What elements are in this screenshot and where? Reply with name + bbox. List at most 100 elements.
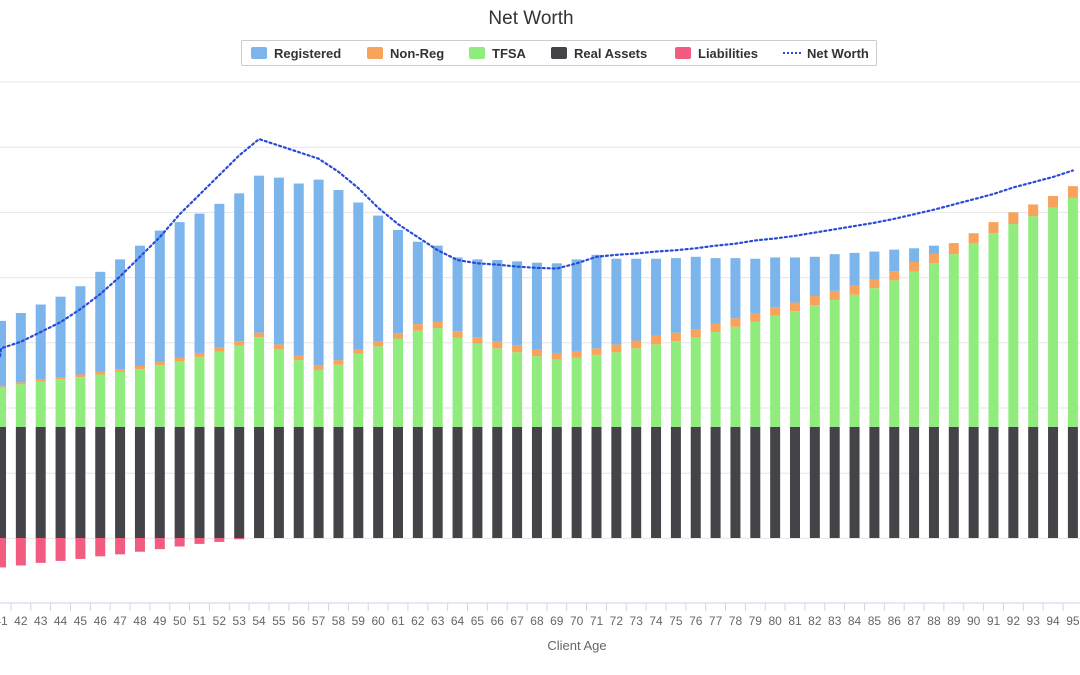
bar-non-reg-84 xyxy=(849,285,860,295)
bar-real-assets-42 xyxy=(15,426,26,538)
bar-registered-63 xyxy=(432,245,443,322)
bar-real-assets-47 xyxy=(115,426,126,538)
bar-non-reg-54 xyxy=(254,332,265,338)
bar-tfsa-41 xyxy=(0,387,6,427)
bar-non-reg-61 xyxy=(393,333,403,339)
x-tick-label: 78 xyxy=(729,614,743,628)
bar-real-assets-80 xyxy=(770,426,781,538)
bar-liabilities-48 xyxy=(134,538,145,552)
bar-registered-82 xyxy=(809,256,820,297)
bar-tfsa-63 xyxy=(432,328,443,427)
x-tick-label: 72 xyxy=(610,614,624,628)
bar-non-reg-83 xyxy=(829,290,840,300)
bar-real-assets-74 xyxy=(651,426,662,538)
bar-non-reg-43 xyxy=(35,379,46,382)
legend-item-tfsa[interactable]: TFSA xyxy=(469,41,526,65)
bar-series xyxy=(0,175,1078,568)
bar-tfsa-62 xyxy=(412,330,423,427)
bar-registered-62 xyxy=(412,241,423,325)
bar-liabilities-44 xyxy=(55,538,66,561)
bar-non-reg-57 xyxy=(313,365,324,370)
bar-registered-56 xyxy=(293,183,304,356)
bar-real-assets-79 xyxy=(750,426,761,538)
x-tick-label: 53 xyxy=(233,614,247,628)
x-axis: 41 42 43 44 45 46 47 48 49 50 51 52 53 54 55 56 57 58 59 60… xyxy=(0,602,1080,628)
bar-registered-47 xyxy=(115,259,126,370)
bar-non-reg-93 xyxy=(1028,204,1039,217)
bar-real-assets-62 xyxy=(412,426,423,538)
bar-registered-66 xyxy=(492,260,503,342)
bar-liabilities-53 xyxy=(234,538,245,540)
bar-real-assets-51 xyxy=(194,426,205,538)
bar-tfsa-72 xyxy=(611,352,622,427)
bar-real-assets-48 xyxy=(134,426,145,538)
legend-swatch-real-assets xyxy=(551,47,567,59)
bar-non-reg-46 xyxy=(95,371,106,375)
bar-non-reg-41 xyxy=(0,386,6,388)
x-tick-label: 42 xyxy=(14,614,28,628)
bar-registered-70 xyxy=(571,259,582,351)
bar-tfsa-74 xyxy=(651,344,662,427)
bar-real-assets-70 xyxy=(571,426,582,538)
x-tick-label: 76 xyxy=(689,614,703,628)
bar-tfsa-73 xyxy=(631,348,642,427)
bar-registered-46 xyxy=(95,271,106,372)
bar-real-assets-77 xyxy=(710,426,721,538)
bar-real-assets-86 xyxy=(889,426,900,538)
bar-tfsa-83 xyxy=(829,299,840,427)
bar-tfsa-75 xyxy=(670,341,681,427)
bar-registered-89 xyxy=(948,243,959,244)
bar-non-reg-67 xyxy=(512,345,523,353)
x-tick-label: 95 xyxy=(1066,614,1080,628)
x-tick-label: 63 xyxy=(431,614,445,628)
x-tick-label: 69 xyxy=(550,614,564,628)
bar-real-assets-59 xyxy=(353,426,364,538)
bar-non-reg-69 xyxy=(551,352,562,360)
bar-liabilities-46 xyxy=(95,538,106,557)
bar-tfsa-43 xyxy=(35,381,46,427)
bar-registered-78 xyxy=(730,258,741,319)
bar-registered-50 xyxy=(174,222,185,358)
bar-registered-67 xyxy=(512,261,523,346)
bar-registered-74 xyxy=(651,258,662,336)
x-tick-label: 49 xyxy=(153,614,167,628)
bar-real-assets-49 xyxy=(154,426,165,538)
bar-real-assets-78 xyxy=(730,426,741,538)
bar-tfsa-60 xyxy=(373,346,384,427)
bar-real-assets-88 xyxy=(928,426,939,538)
bar-tfsa-64 xyxy=(452,337,463,427)
bar-tfsa-92 xyxy=(1008,224,1019,427)
bar-non-reg-80 xyxy=(770,307,781,316)
bar-registered-41 xyxy=(0,320,6,387)
x-tick-label: 93 xyxy=(1027,614,1041,628)
bar-real-assets-68 xyxy=(531,426,542,538)
net-worth-line-layer xyxy=(0,137,1075,358)
bar-non-reg-72 xyxy=(611,344,622,353)
x-tick-label: 44 xyxy=(54,614,68,628)
bar-real-assets-67 xyxy=(512,426,523,538)
bar-registered-75 xyxy=(670,258,681,333)
bar-registered-80 xyxy=(770,257,781,308)
x-tick-label: 58 xyxy=(332,614,346,628)
legend-item-net-worth[interactable]: Net Worth xyxy=(783,41,869,65)
legend-item-registered[interactable]: Registered xyxy=(251,41,341,65)
bar-tfsa-50 xyxy=(174,361,185,427)
bar-non-reg-50 xyxy=(174,357,185,362)
x-tick-label: 64 xyxy=(451,614,465,628)
bar-non-reg-73 xyxy=(631,340,642,349)
bar-tfsa-67 xyxy=(512,352,523,427)
bar-tfsa-47 xyxy=(115,371,126,427)
bar-registered-88 xyxy=(928,245,939,254)
bar-real-assets-58 xyxy=(333,426,344,538)
bar-non-reg-77 xyxy=(710,323,721,332)
bar-non-reg-51 xyxy=(194,352,205,357)
bar-liabilities-50 xyxy=(174,538,185,547)
bar-tfsa-71 xyxy=(591,354,602,427)
bar-tfsa-95 xyxy=(1067,197,1078,427)
legend-item-liabilities[interactable]: Liabilities xyxy=(675,41,758,65)
bar-non-reg-66 xyxy=(492,341,503,349)
legend-label-non-reg: Non-Reg xyxy=(390,45,445,61)
x-tick-label: 50 xyxy=(173,614,187,628)
legend-item-real-assets[interactable]: Real Assets xyxy=(551,41,647,65)
legend-item-non-reg[interactable]: Non-Reg xyxy=(367,41,444,65)
